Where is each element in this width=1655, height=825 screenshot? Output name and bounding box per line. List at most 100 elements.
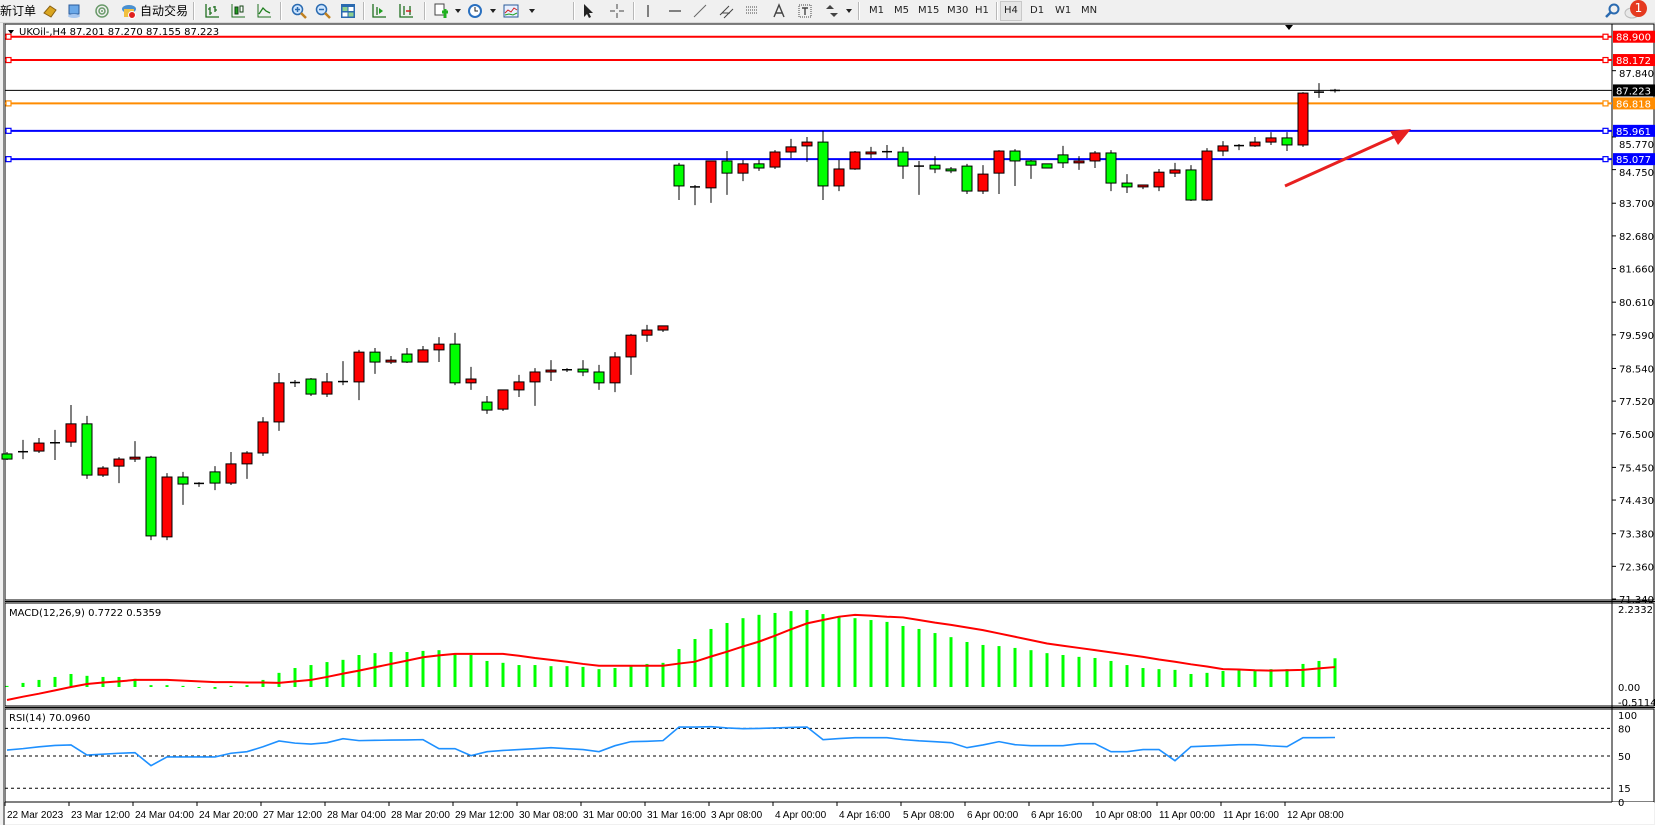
candle-body	[401, 353, 413, 363]
arrows-icon[interactable]	[824, 3, 840, 19]
macd-histogram-bar	[581, 666, 585, 687]
candle-body	[209, 471, 221, 484]
macd-histogram-bar	[1221, 671, 1225, 687]
autoscroll-icon[interactable]	[398, 3, 414, 19]
line-anchor-handle[interactable]	[1602, 127, 1609, 134]
line-anchor-handle[interactable]	[1602, 100, 1609, 107]
fibonacci-icon[interactable]	[745, 3, 761, 19]
candle-body	[721, 160, 733, 174]
macd-panel[interactable]	[4, 602, 1655, 707]
vertical-line-icon[interactable]	[640, 3, 656, 19]
candle-body	[737, 163, 749, 174]
macd-histogram-bar	[885, 621, 889, 687]
periodicity-dropdown[interactable]	[490, 9, 496, 13]
text-icon[interactable]	[771, 3, 787, 19]
market-watch-icon[interactable]	[66, 3, 82, 19]
time-label: 31 Mar 00:00	[583, 810, 642, 821]
tile-windows-icon[interactable]	[340, 3, 356, 19]
line-anchor-handle[interactable]	[5, 156, 12, 163]
text-label-icon[interactable]	[797, 3, 813, 19]
macd-histogram-bar	[453, 653, 457, 687]
timeframe-m30[interactable]: M30	[947, 5, 969, 16]
chart-shift-icon[interactable]	[371, 3, 387, 19]
candle-body	[145, 456, 157, 537]
zoom-out-icon[interactable]	[315, 3, 331, 19]
timeframe-d1[interactable]: D1	[1030, 5, 1045, 16]
price-line-label: 85.077	[1616, 155, 1651, 166]
arrows-dropdown[interactable]	[846, 9, 852, 13]
price-line-label: 85.961	[1616, 127, 1651, 138]
line-anchor-handle[interactable]	[5, 56, 12, 64]
new-chart-icon[interactable]	[433, 3, 449, 19]
rsi-axis-label: 100	[1618, 711, 1637, 722]
line-anchor-handle[interactable]	[1602, 56, 1609, 64]
timeframe-h4[interactable]: H4	[1000, 1, 1022, 21]
price-label-box	[1613, 54, 1655, 67]
timeframe-m15[interactable]: M15	[918, 5, 940, 16]
price-tick-label: 85.770	[1619, 140, 1654, 151]
candle-body	[897, 151, 909, 167]
macd-histogram-bar	[1317, 660, 1321, 687]
macd-histogram-bar	[421, 650, 425, 687]
line-anchor-handle[interactable]	[5, 100, 12, 107]
timeframe-h1[interactable]: H1	[975, 5, 989, 16]
candle-body	[113, 458, 125, 467]
zoom-in-icon[interactable]	[291, 3, 307, 19]
macd-histogram-bar	[1157, 669, 1161, 687]
legend-collapse-icon[interactable]	[8, 30, 14, 34]
macd-histogram-bar	[181, 685, 185, 687]
time-label: 3 Apr 08:00	[711, 810, 763, 821]
crosshair-icon[interactable]	[609, 3, 625, 19]
candle-body	[257, 421, 269, 454]
candle-body	[1185, 169, 1197, 201]
equidistant-channel-icon[interactable]	[719, 3, 735, 19]
candle-body	[33, 442, 45, 452]
line-chart-icon[interactable]	[256, 3, 272, 19]
cursor-icon[interactable]	[580, 3, 596, 19]
main-price-panel[interactable]	[4, 23, 1655, 601]
candle-body	[449, 343, 461, 384]
horizontal-line-icon[interactable]	[667, 3, 683, 19]
timeframe-m1[interactable]: M1	[869, 5, 884, 16]
candle-body	[961, 165, 973, 192]
line-anchor-handle[interactable]	[5, 127, 12, 134]
new-order-button[interactable]: 新订单	[0, 4, 37, 18]
time-label: 24 Mar 04:00	[135, 810, 194, 821]
auto-trading-button[interactable]: 自动交易	[140, 4, 189, 18]
candle-body	[1105, 152, 1117, 184]
trendline-icon[interactable]	[692, 3, 708, 19]
signal-icon[interactable]	[94, 3, 110, 19]
candle-body	[673, 164, 685, 187]
candle-body	[417, 349, 429, 363]
indicators-dropdown[interactable]	[529, 9, 535, 13]
candle-body	[65, 423, 77, 443]
bar-chart-icon[interactable]	[204, 3, 220, 19]
line-anchor-handle[interactable]	[5, 33, 12, 40]
new-chart-dropdown[interactable]	[455, 9, 461, 13]
search-icon[interactable]	[1604, 3, 1620, 19]
price-tick-label: 76.500	[1619, 430, 1654, 441]
macd-histogram-bar	[133, 678, 137, 687]
time-label: 27 Mar 12:00	[263, 810, 322, 821]
timeframe-w1[interactable]: W1	[1055, 5, 1072, 16]
indicators-icon[interactable]	[503, 3, 519, 19]
macd-histogram-bar	[645, 663, 649, 687]
auto-trading-icon[interactable]	[121, 3, 137, 19]
gold-bar-icon[interactable]	[42, 3, 58, 19]
candlestick-icon[interactable]	[230, 3, 246, 19]
price-label-box	[1613, 30, 1655, 43]
notification-badge[interactable]: 1	[1630, 0, 1647, 17]
macd-histogram-bar	[405, 652, 409, 687]
clock-icon[interactable]	[467, 3, 483, 19]
arrow-annotation[interactable]	[1284, 133, 1399, 188]
line-anchor-handle[interactable]	[1602, 33, 1609, 40]
chart-shift-marker[interactable]	[1285, 25, 1293, 30]
macd-histogram-bar	[869, 620, 873, 687]
candle-body	[161, 476, 173, 538]
timeframe-mn[interactable]: MN	[1081, 5, 1098, 16]
macd-axis-label: -0.5114	[1618, 698, 1655, 709]
line-anchor-handle[interactable]	[1602, 156, 1609, 163]
macd-histogram-bar	[1269, 669, 1273, 687]
timeframe-m5[interactable]: M5	[894, 5, 909, 16]
